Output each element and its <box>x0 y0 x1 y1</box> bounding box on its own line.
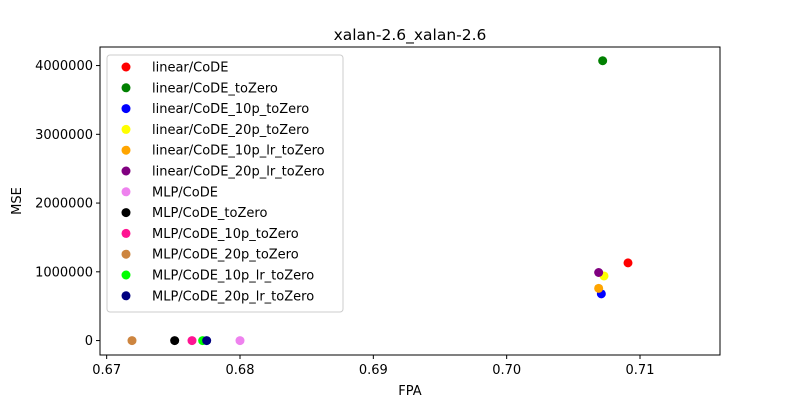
legend-marker <box>121 166 131 176</box>
y-tick-label: 0 <box>85 334 93 349</box>
y-axis-title: MSE <box>10 187 25 215</box>
legend-label: MLP/CoDE_20p_lr_toZero <box>152 289 314 304</box>
legend-marker <box>121 104 131 114</box>
x-tick-label: 0.69 <box>359 363 388 378</box>
legend-label: MLP/CoDE_20p_toZero <box>152 248 299 263</box>
legend-label: linear/CoDE_toZero <box>152 81 278 96</box>
x-tick-label: 0.71 <box>626 363 655 378</box>
legend-label: linear/CoDE_20p_lr_toZero <box>152 165 325 180</box>
data-point <box>623 258 633 268</box>
data-points <box>127 56 633 346</box>
data-point <box>127 336 137 346</box>
x-axis: 0.67 0.68 0.69 0.70 0.71 <box>92 355 654 378</box>
data-point <box>598 56 608 66</box>
data-point <box>235 336 245 346</box>
legend-label: linear/CoDE_20p_toZero <box>152 123 309 138</box>
legend-label: linear/CoDE_10p_lr_toZero <box>152 144 325 159</box>
legend-marker <box>121 228 131 238</box>
legend-marker <box>121 270 131 280</box>
y-tick-label: 1000000 <box>35 265 93 280</box>
y-axis: 0 1000000 2000000 3000000 4000000 <box>35 59 100 349</box>
legend-marker <box>121 62 131 72</box>
data-point <box>594 283 604 293</box>
legend-box <box>106 54 344 313</box>
legend-label: MLP/CoDE_toZero <box>152 206 267 221</box>
legend-label: MLP/CoDE_10p_toZero <box>152 227 299 242</box>
legend-label: MLP/CoDE <box>152 185 218 200</box>
x-axis-title: FPA <box>398 384 421 399</box>
y-tick-label: 4000000 <box>35 59 93 74</box>
legend-label: MLP/CoDE_10p_lr_toZero <box>152 269 314 284</box>
x-tick-label: 0.68 <box>226 363 255 378</box>
legend-marker <box>121 124 131 134</box>
data-point <box>202 336 212 346</box>
chart-title: xalan-2.6_xalan-2.6 <box>334 26 487 45</box>
legend-label: linear/CoDE <box>152 61 228 76</box>
y-tick-label: 2000000 <box>35 197 93 212</box>
legend-marker <box>121 83 131 93</box>
legend: linear/CoDE linear/CoDE_toZero linear/CoDE… <box>106 54 344 313</box>
y-tick-label: 3000000 <box>35 128 93 143</box>
legend-marker <box>121 145 131 155</box>
data-point <box>594 268 604 277</box>
legend-marker <box>121 249 131 259</box>
legend-marker <box>121 208 131 218</box>
legend-marker <box>121 291 131 301</box>
data-point <box>170 336 180 346</box>
data-point <box>187 336 197 346</box>
legend-label: linear/CoDE_10p_toZero <box>152 102 309 117</box>
x-tick-label: 0.70 <box>492 363 521 378</box>
legend-marker <box>121 187 131 197</box>
x-tick-label: 0.67 <box>92 363 121 378</box>
